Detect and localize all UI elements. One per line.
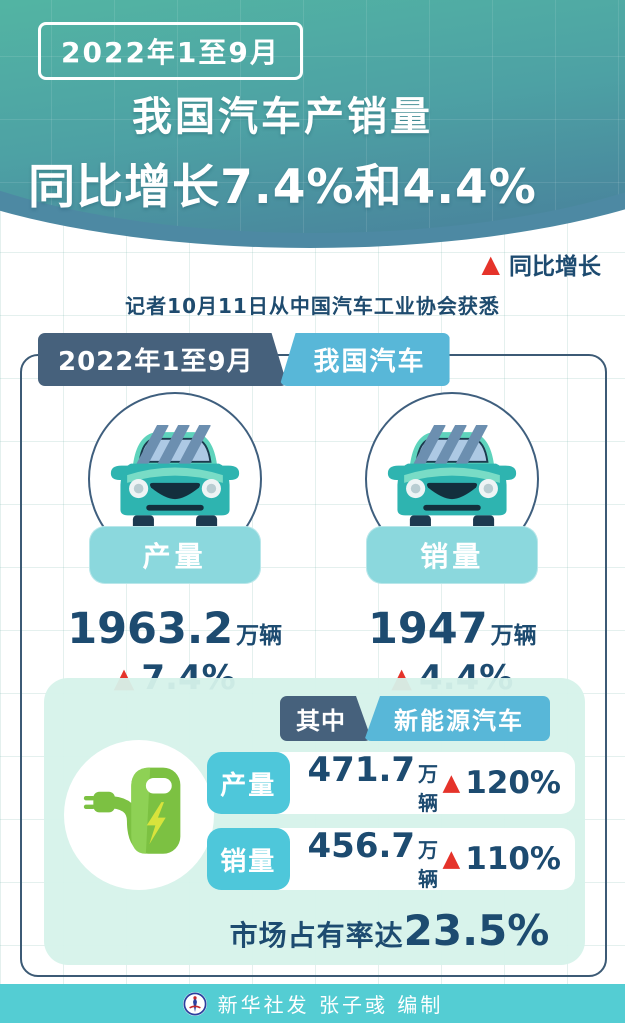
tab-nev: 新能源汽车 bbox=[364, 696, 550, 741]
period-badge: 2022年1至9月 bbox=[38, 22, 303, 80]
tab-period: 2022年1至9月 bbox=[38, 333, 288, 386]
legend-label: 同比增长 bbox=[509, 254, 601, 280]
up-triangle-icon: ▲ bbox=[481, 250, 500, 278]
production-label-badge: 产量 bbox=[88, 526, 261, 584]
xinhua-emblem-icon bbox=[182, 991, 208, 1017]
card-header-tabs: 2022年1至9月 我国汽车 bbox=[38, 333, 450, 386]
stats-row: 产量 1963.2 万辆 ▲ 7.4% 销量 1947 万辆 bbox=[22, 392, 605, 698]
source-line: 记者10月11日从中国汽车工业协会获悉 bbox=[125, 294, 500, 318]
sales-label-badge: 销量 bbox=[366, 526, 539, 584]
nev-production-label-badge: 产量 bbox=[207, 752, 290, 814]
nev-sales-growth-pct: 110% bbox=[465, 841, 561, 877]
nev-production-value: 471.7 万辆 bbox=[308, 750, 443, 816]
nev-sales-label-badge: 销量 bbox=[207, 828, 290, 890]
production-unit: 万辆 bbox=[236, 623, 283, 649]
yoy-growth-legend: ▲ 同比增长 bbox=[482, 247, 601, 281]
nev-section: 其中 新能源汽车 产量 471.7 万辆 ▲ 120% 销量 bbox=[44, 678, 585, 965]
tab-among-which: 其中 bbox=[280, 696, 372, 741]
nev-sales-value: 456.7 万辆 bbox=[308, 826, 443, 892]
nev-production-unit: 万辆 bbox=[418, 762, 439, 815]
title-line-1: 我国汽车产销量 bbox=[132, 94, 433, 140]
tab-subject: 我国汽车 bbox=[279, 333, 450, 386]
page-title: 我国汽车产销量 同比增长7.4%和4.4% bbox=[0, 84, 565, 217]
production-number: 1963.2 bbox=[67, 604, 234, 654]
nev-sales-unit: 万辆 bbox=[418, 838, 439, 891]
market-share-value: 23.5% bbox=[403, 906, 550, 955]
nev-production-growth: ▲ 120% bbox=[443, 765, 561, 801]
sales-value: 1947 万辆 bbox=[368, 604, 537, 654]
nev-sales-row: 销量 456.7 万辆 ▲ 110% bbox=[207, 826, 575, 892]
market-share-line: 市场占有率达 23.5% bbox=[194, 906, 585, 955]
market-share-label: 市场占有率达 bbox=[229, 919, 404, 952]
up-triangle-icon: ▲ bbox=[442, 769, 461, 796]
nev-sales-growth: ▲ 110% bbox=[443, 841, 561, 877]
hero-banner bbox=[0, 0, 625, 233]
sales-number: 1947 bbox=[367, 604, 488, 654]
credit-text: 新华社发 张子彧 编制 bbox=[217, 993, 444, 1017]
production-value: 1963.2 万辆 bbox=[67, 604, 282, 654]
title-line-2: 同比增长7.4%和4.4% bbox=[28, 160, 537, 215]
stat-sales: 销量 1947 万辆 ▲ 4.4% bbox=[327, 392, 577, 698]
footer-credit-bar: 新华社发 张子彧 编制 bbox=[0, 984, 625, 1023]
auto-stats-card: 2022年1至9月 我国汽车 产量 1963.2 万辆 ▲ 7.4% bbox=[20, 333, 607, 977]
up-triangle-icon: ▲ bbox=[442, 845, 461, 872]
nev-sales-number: 456.7 bbox=[307, 826, 416, 866]
stat-production: 产量 1963.2 万辆 ▲ 7.4% bbox=[50, 392, 300, 698]
nev-production-growth-pct: 120% bbox=[465, 765, 561, 801]
nev-production-row: 产量 471.7 万辆 ▲ 120% bbox=[207, 750, 575, 816]
nev-production-number: 471.7 bbox=[307, 750, 416, 790]
ev-charger-icon bbox=[64, 740, 214, 890]
nev-header-tabs: 其中 新能源汽车 bbox=[280, 696, 550, 741]
sales-unit: 万辆 bbox=[490, 623, 537, 649]
